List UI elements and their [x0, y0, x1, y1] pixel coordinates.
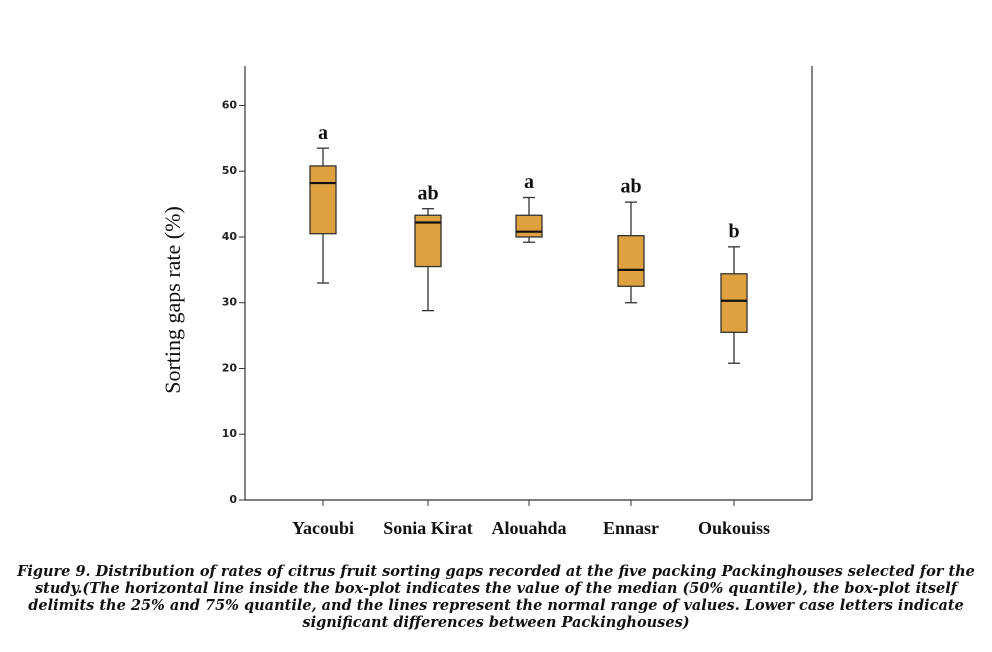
figure-caption: Figure 9. Distribution of rates of citru…	[17, 563, 975, 631]
significance-letter: ab	[620, 176, 641, 198]
y-tick-label: 20	[222, 361, 238, 374]
y-tick-label: 0	[229, 493, 237, 506]
y-axis-label: Sorting gaps rate (%)	[160, 206, 185, 394]
significance-letter: b	[728, 220, 739, 242]
box	[515, 214, 543, 238]
box	[617, 235, 645, 287]
box	[309, 165, 337, 235]
y-tick-label: 30	[222, 296, 238, 309]
x-tick-label: Yacoubi	[292, 518, 354, 538]
significance-letter: a	[524, 171, 534, 193]
x-tick-label: Ennasr	[603, 518, 659, 538]
significance-letter: a	[318, 122, 328, 144]
significance-letter: ab	[417, 182, 438, 204]
y-tick-label: 50	[222, 164, 238, 177]
x-tick-label: Oukouiss	[698, 518, 770, 538]
y-tick-label: 60	[222, 98, 238, 111]
y-tick-label: 10	[222, 427, 238, 440]
x-tick-label: Alouahda	[491, 518, 566, 538]
y-tick-label: 40	[222, 230, 238, 243]
x-tick-label: Sonia Kirat	[383, 518, 473, 538]
box	[414, 214, 442, 268]
chart: Sorting gaps rate (%) 0 10 20 30 40 50 60 a Yaco…	[160, 66, 813, 538]
box	[720, 273, 748, 333]
